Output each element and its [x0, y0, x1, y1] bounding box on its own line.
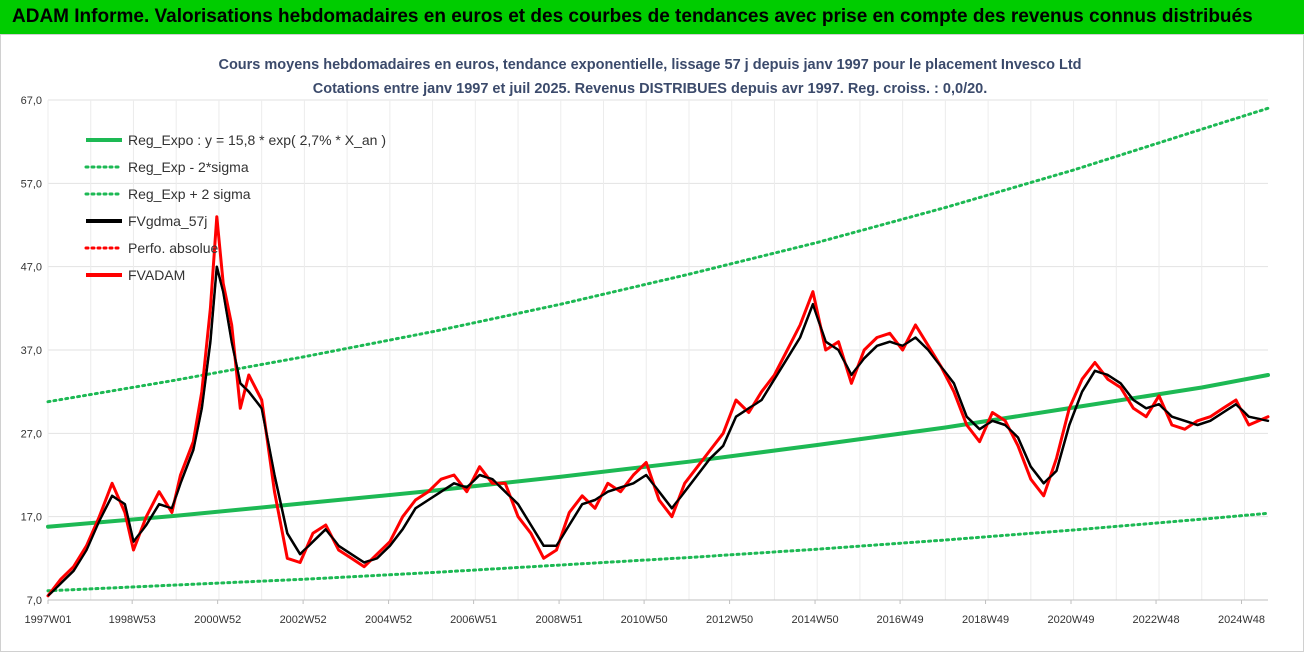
y-tick-label: 67,0 — [21, 95, 42, 107]
series-line-1 — [46, 511, 1270, 593]
y-tick-label: 57,0 — [21, 178, 42, 190]
y-tick-label: 7,0 — [27, 595, 42, 607]
series-line-fv-top — [47, 265, 1269, 597]
legend-label: Reg_Exp + 2 sigma — [128, 186, 251, 202]
x-tick-label: 1998W53 — [109, 614, 156, 626]
y-axis: 7,0 17,0 27,0 37,0 47,0 57,0 67,0 — [21, 95, 42, 607]
x-axis: 1997W01 1998W53 2000W52 2002W52 2004W52 2006W… — [24, 599, 1268, 626]
x-tick-label: 1997W01 — [24, 614, 71, 626]
report-header: ADAM Informe. Valorisations hebdomadaire… — [0, 0, 1304, 34]
x-tick-label: 2016W49 — [877, 614, 924, 626]
series-line-5 — [46, 215, 1270, 598]
report-title: ADAM Informe. Valorisations hebdomadaire… — [12, 6, 1253, 27]
y-tick-label: 27,0 — [21, 428, 42, 440]
y-tick-label: 17,0 — [21, 512, 42, 524]
x-tick-label: 2020W49 — [1047, 614, 1094, 626]
legend-label: Perfo. absolue — [128, 240, 218, 256]
legend-label: FVADAM — [128, 267, 185, 283]
chart-title: Cours moyens hebdomadaires en euros, ten… — [218, 57, 1081, 73]
y-tick-label: 47,0 — [21, 262, 42, 274]
series-line-2 — [46, 106, 1270, 404]
line-chart: Cours moyens hebdomadaires en euros, ten… — [0, 34, 1304, 652]
legend-label: Reg_Exp - 2*sigma — [128, 159, 249, 175]
legend: Reg_Expo : y = 15,8 * exp( 2,7% * X_an )… — [84, 132, 386, 283]
chart-subtitle: Cotations entre janv 1997 et juil 2025. … — [313, 81, 988, 97]
x-tick-label: 2002W52 — [280, 614, 327, 626]
legend-label: FVgdma_57j — [128, 213, 207, 229]
y-tick-label: 37,0 — [21, 345, 42, 357]
x-tick-label: 2024W48 — [1218, 614, 1265, 626]
legend-label: Reg_Expo : y = 15,8 * exp( 2,7% * X_an ) — [128, 132, 386, 148]
series-layer — [46, 106, 1270, 598]
x-tick-label: 2012W50 — [706, 614, 753, 626]
chart-frame — [0, 34, 1304, 652]
x-tick-label: 2004W52 — [365, 614, 412, 626]
x-tick-label: 2010W50 — [621, 614, 668, 626]
x-tick-label: 2000W52 — [194, 614, 241, 626]
x-tick-label: 2022W48 — [1132, 614, 1179, 626]
series-line-0 — [46, 373, 1270, 529]
x-tick-label: 2006W51 — [450, 614, 497, 626]
x-tick-label: 2008W51 — [536, 614, 583, 626]
x-tick-label: 2018W49 — [962, 614, 1009, 626]
x-tick-label: 2014W50 — [791, 614, 838, 626]
